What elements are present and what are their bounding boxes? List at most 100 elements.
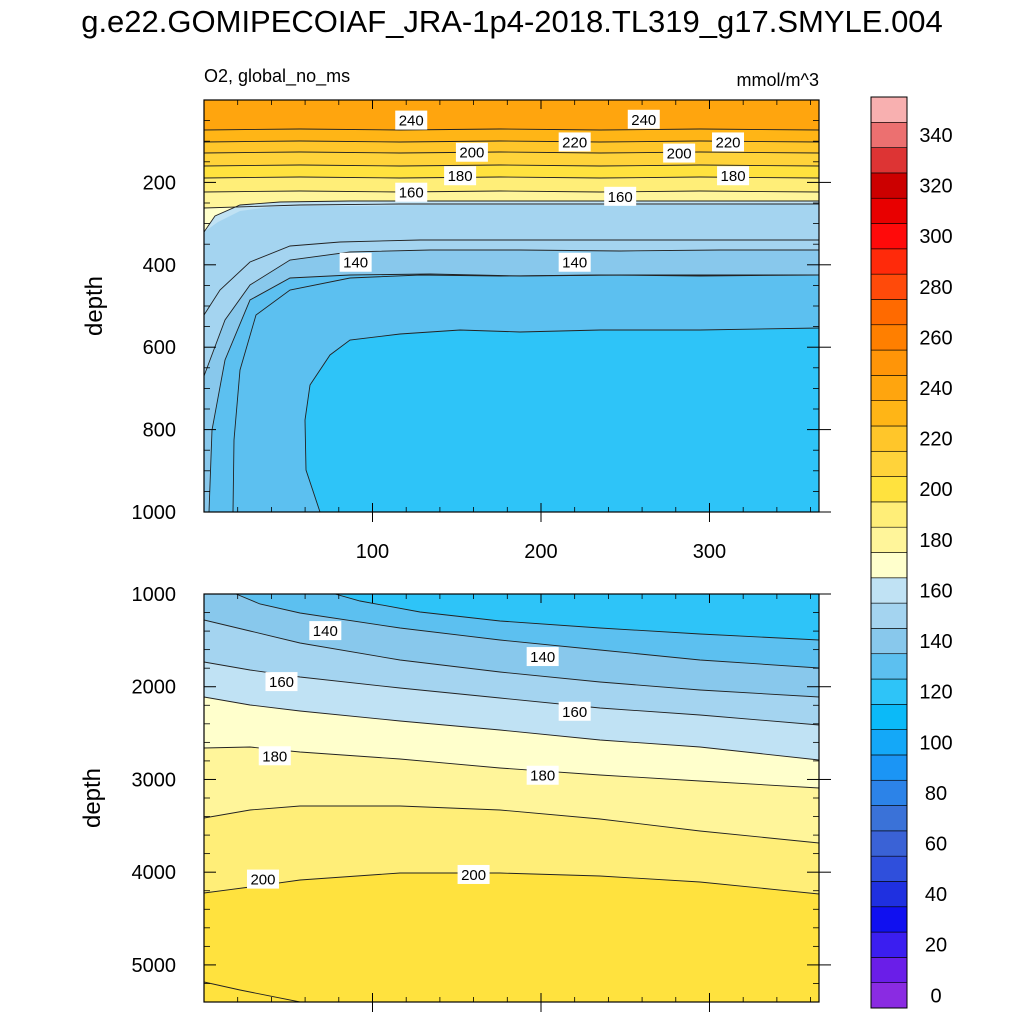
contour-label-box [558, 132, 591, 152]
contour-label-text: 220 [562, 134, 587, 151]
contour-label: 180 [444, 166, 477, 186]
contour-label: 200 [457, 864, 490, 884]
contour-line [204, 190, 819, 193]
contour-line [204, 661, 819, 726]
contour-label: 160 [395, 182, 428, 202]
colorbar-box [870, 501, 908, 528]
upper-y-axis-title: depth [81, 276, 108, 336]
contour-label-text: 200 [461, 867, 486, 884]
y-tick-label: 800 [143, 420, 176, 442]
subtitle-right: mmol/m^3 [737, 70, 819, 90]
contour-label-text: 160 [608, 189, 633, 206]
contour-label-box [457, 864, 490, 884]
colorbar-box [870, 96, 908, 123]
contour-label-text: 180 [262, 748, 287, 765]
contour-label-text: 240 [399, 113, 424, 130]
contour-label-box [604, 186, 637, 206]
contour-label: 220 [712, 132, 745, 152]
colorbar-box [870, 602, 908, 629]
colorbar-box [870, 248, 908, 275]
colorbar-box [870, 779, 908, 806]
colorbar-tick-label: 100 [919, 732, 952, 754]
contour-label-box [712, 132, 745, 152]
contour-label: 140 [558, 252, 591, 272]
contour-label: 160 [558, 701, 591, 721]
contour-label-box [265, 672, 298, 692]
contour-line [204, 805, 819, 844]
y-tick-label: 3000 [132, 769, 177, 791]
colorbar-box [870, 805, 908, 832]
colorbar-tick-label: 140 [919, 631, 952, 653]
colorbar-tick-label: 260 [919, 327, 952, 349]
contour-label: 180 [258, 746, 291, 766]
contour-label-text: 180 [721, 168, 746, 185]
contour-label-box [455, 142, 488, 162]
contour-label: 180 [526, 765, 559, 785]
contour-label-text: 200 [667, 146, 692, 163]
x-tick-label: 200 [524, 541, 557, 563]
axes-layer: 100 200 300 200 400 600 800 1000 1000 2000 3000 400… [132, 99, 831, 1012]
contour-label-box [558, 701, 591, 721]
colorbar-box [870, 425, 908, 452]
colorbar-box [870, 729, 908, 756]
colorbar-box [870, 223, 908, 250]
contour-line [204, 176, 819, 179]
upper-panel-fills [204, 100, 819, 512]
contour-label-text: 140 [530, 649, 555, 666]
contour-label-box [526, 647, 559, 667]
contour-line [204, 151, 819, 154]
contour-label-box [246, 869, 279, 889]
contour-label: 140 [526, 647, 559, 667]
contour-line [235, 594, 819, 669]
y-tick-label: 400 [143, 255, 176, 277]
contour-label-text: 200 [459, 145, 484, 162]
contour-label: 240 [627, 109, 660, 129]
colorbar-box [870, 855, 908, 882]
colorbar-box [870, 122, 908, 148]
colorbar-tick-label: 300 [919, 226, 952, 248]
colorbar-box [870, 476, 908, 503]
colorbar-box [870, 754, 908, 781]
contour-line [204, 164, 819, 167]
y-tick-label: 1000 [132, 502, 177, 524]
colorbar-box [870, 881, 908, 908]
colorbar-tick-label: 220 [919, 429, 952, 451]
contour-line [204, 696, 819, 761]
lower-y-axis-title: depth [79, 768, 106, 828]
colorbar-box [870, 450, 908, 477]
colorbar-tick-label: 240 [919, 378, 952, 400]
contour-label-box [395, 110, 428, 130]
colorbar-box [870, 982, 908, 1009]
colorbar-tick-label: 20 [925, 935, 947, 957]
contour-label-text: 160 [399, 185, 424, 202]
colorbar-tick-label: 60 [925, 834, 947, 856]
colorbar-tick-label: 340 [919, 125, 952, 147]
chart-title: g.e22.GOMIPECOIAF_JRA-1p4-2018.TL319_g17… [81, 4, 943, 39]
colorbar-box [870, 526, 908, 553]
contour-label-text: 200 [250, 872, 275, 889]
contour-label-box [339, 252, 372, 272]
contour-label-box [627, 109, 660, 129]
contour-label: 220 [558, 132, 591, 152]
colorbar-box [870, 324, 908, 351]
y-tick-label: 2000 [132, 677, 177, 699]
colorbar-box [870, 273, 908, 300]
contour-label-box [558, 252, 591, 272]
contour-line [204, 619, 819, 698]
contour-label-text: 140 [313, 623, 338, 640]
y-tick-label: 600 [143, 337, 176, 359]
contour-label-text: 160 [269, 674, 294, 691]
contour-label-text: 160 [562, 704, 587, 721]
contour-label: 160 [265, 672, 298, 692]
colorbar-tick-label: 80 [925, 783, 947, 805]
colorbar-box [870, 906, 908, 933]
contour-label-box [717, 166, 750, 186]
upper-panel-contours [204, 128, 819, 512]
contour-line [204, 746, 819, 789]
contour-label-text: 240 [631, 112, 656, 129]
contour-line [334, 594, 819, 641]
contour-label: 240 [395, 110, 428, 130]
contour-label-text: 140 [343, 255, 368, 272]
contour-line [204, 128, 819, 131]
